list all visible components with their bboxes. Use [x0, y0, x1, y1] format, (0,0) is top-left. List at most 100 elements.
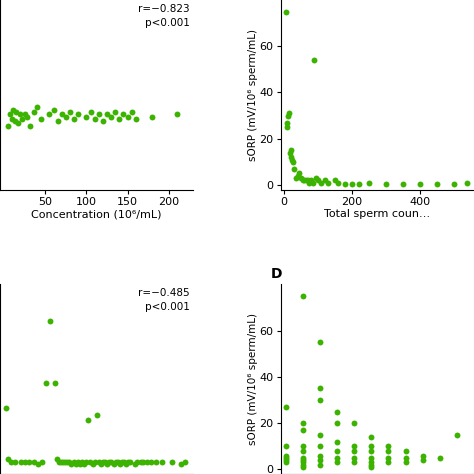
- Point: [335, 179, 342, 186]
- Point: [68, 460, 75, 468]
- Point: [95, 458, 103, 465]
- Point: [299, 454, 307, 462]
- Point: [283, 119, 291, 127]
- Point: [295, 170, 303, 177]
- Point: [282, 459, 290, 466]
- Point: [309, 179, 317, 186]
- Point: [316, 452, 324, 459]
- Point: [350, 459, 358, 466]
- Point: [124, 113, 131, 120]
- Point: [367, 447, 375, 455]
- Point: [116, 115, 123, 123]
- Point: [419, 456, 427, 464]
- Point: [282, 454, 290, 462]
- Point: [299, 461, 307, 468]
- Point: [120, 110, 128, 118]
- Point: [367, 461, 375, 468]
- Point: [367, 454, 375, 462]
- Point: [304, 176, 311, 184]
- Point: [99, 117, 107, 125]
- Point: [101, 458, 109, 465]
- Point: [74, 458, 82, 465]
- Point: [33, 104, 41, 111]
- Point: [54, 117, 62, 125]
- Point: [333, 459, 341, 466]
- Point: [350, 454, 358, 462]
- Point: [324, 179, 332, 186]
- Point: [316, 338, 324, 346]
- Point: [299, 426, 307, 434]
- Point: [70, 115, 78, 123]
- Point: [158, 458, 166, 465]
- X-axis label: Total sperm coun…: Total sperm coun…: [324, 210, 430, 219]
- Point: [402, 447, 410, 455]
- Point: [318, 179, 325, 186]
- Point: [62, 458, 69, 465]
- Point: [8, 115, 15, 123]
- Point: [80, 460, 88, 468]
- Point: [297, 174, 305, 182]
- Point: [316, 431, 324, 438]
- Point: [122, 460, 130, 468]
- Point: [46, 110, 53, 118]
- Point: [103, 460, 111, 468]
- Point: [453, 431, 461, 438]
- Point: [173, 110, 181, 118]
- Point: [333, 419, 341, 427]
- Y-axis label: sORP (mV/10⁶ sperm/mL): sORP (mV/10⁶ sperm/mL): [248, 313, 258, 445]
- Point: [128, 108, 136, 116]
- Point: [282, 403, 290, 411]
- Point: [18, 115, 26, 123]
- Point: [34, 460, 42, 468]
- Point: [284, 112, 292, 119]
- Point: [133, 458, 140, 465]
- Text: r=−0.485
p<0.001: r=−0.485 p<0.001: [138, 288, 190, 312]
- Point: [299, 176, 306, 184]
- X-axis label: Concentration (10⁶/mL): Concentration (10⁶/mL): [31, 210, 162, 219]
- Point: [97, 460, 105, 468]
- Point: [46, 318, 54, 325]
- Point: [13, 108, 20, 116]
- Point: [110, 460, 118, 468]
- Point: [93, 411, 100, 419]
- Point: [365, 179, 373, 186]
- Point: [5, 456, 12, 463]
- Point: [106, 458, 113, 465]
- Point: [282, 442, 290, 450]
- Point: [114, 458, 121, 465]
- Point: [333, 454, 341, 462]
- Point: [350, 442, 358, 450]
- Point: [131, 460, 138, 468]
- Point: [82, 458, 90, 465]
- Point: [384, 447, 392, 455]
- Point: [21, 110, 28, 118]
- Point: [7, 458, 14, 465]
- Point: [62, 113, 70, 120]
- Point: [348, 180, 356, 188]
- Point: [419, 452, 427, 459]
- Point: [416, 180, 423, 188]
- Point: [53, 456, 61, 463]
- Point: [112, 458, 119, 465]
- Point: [384, 459, 392, 466]
- Point: [341, 180, 349, 188]
- Point: [64, 458, 71, 465]
- Point: [384, 454, 392, 462]
- Point: [132, 115, 140, 123]
- Point: [152, 458, 159, 465]
- Point: [367, 459, 375, 466]
- Point: [301, 176, 308, 184]
- Point: [316, 396, 324, 404]
- Point: [76, 460, 84, 468]
- Point: [4, 122, 12, 129]
- Point: [314, 176, 322, 184]
- Point: [333, 438, 341, 446]
- Point: [26, 458, 33, 465]
- Point: [355, 180, 363, 188]
- Point: [147, 458, 155, 465]
- Point: [402, 459, 410, 466]
- Point: [299, 442, 307, 450]
- Point: [125, 458, 132, 465]
- Point: [57, 458, 65, 465]
- Point: [316, 461, 324, 468]
